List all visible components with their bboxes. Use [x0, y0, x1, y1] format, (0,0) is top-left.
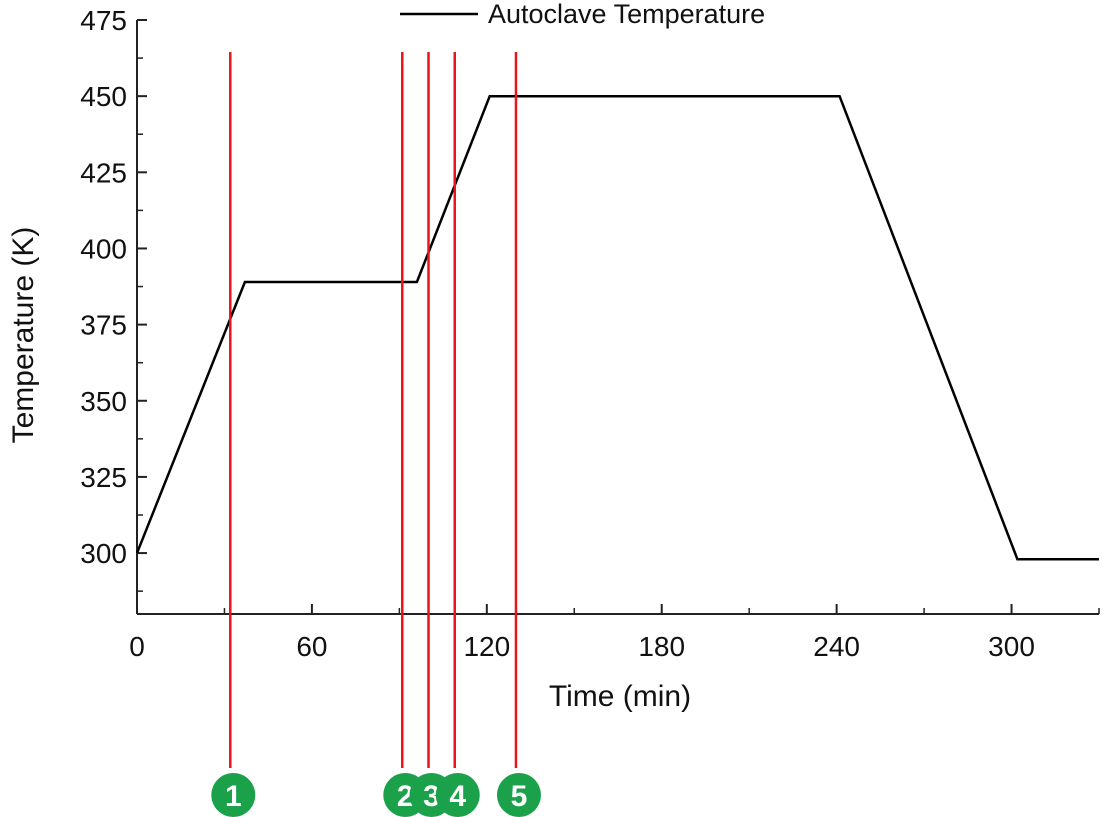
y-tick-label: 450: [80, 81, 127, 112]
event-marker-badge: [211, 773, 256, 817]
y-tick-label: 425: [80, 157, 127, 188]
x-tick-label: 0: [129, 631, 145, 662]
x-tick-label: 240: [813, 631, 860, 662]
x-tick-label: 120: [463, 631, 510, 662]
event-marker-label: 5: [511, 780, 528, 813]
y-axis-title: Temperature (K): [7, 227, 40, 444]
x-axis-title: Time (min): [549, 680, 691, 713]
tick-labels: 300 325 350 375 400 425 450 475 0 60 120 180 240 300: [80, 5, 1035, 662]
x-tick-label: 60: [296, 631, 327, 662]
y-tick-label: 325: [80, 462, 127, 493]
x-tick-label: 180: [638, 631, 685, 662]
series-layer: [135, 94, 1099, 561]
axes: [136, 19, 1100, 615]
event-marker-label: 4: [449, 780, 466, 813]
y-tick-label: 350: [80, 386, 127, 417]
y-tick-label: 400: [80, 233, 127, 264]
y-tick-label: 475: [80, 5, 127, 36]
x-tick-label: 300: [988, 631, 1035, 662]
event-marker-badge: [496, 773, 541, 817]
y-tick-label: 300: [80, 538, 127, 569]
event-marker-label: 1: [225, 780, 242, 813]
event-marker-badge: [435, 773, 480, 817]
event-marker-label: 3: [423, 780, 440, 813]
event-marker-label: 2: [397, 780, 414, 813]
legend: Autoclave Temperature: [400, 0, 765, 29]
y-tick-label: 375: [80, 310, 127, 341]
legend-label: Autoclave Temperature: [488, 0, 765, 29]
series-line-autoclave-temperature: [135, 94, 1099, 561]
